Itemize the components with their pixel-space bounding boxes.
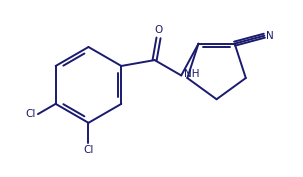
Text: N: N [266, 31, 274, 41]
Text: Cl: Cl [83, 145, 94, 155]
Text: O: O [155, 25, 163, 35]
Text: NH: NH [184, 69, 200, 79]
Text: Cl: Cl [25, 109, 36, 119]
